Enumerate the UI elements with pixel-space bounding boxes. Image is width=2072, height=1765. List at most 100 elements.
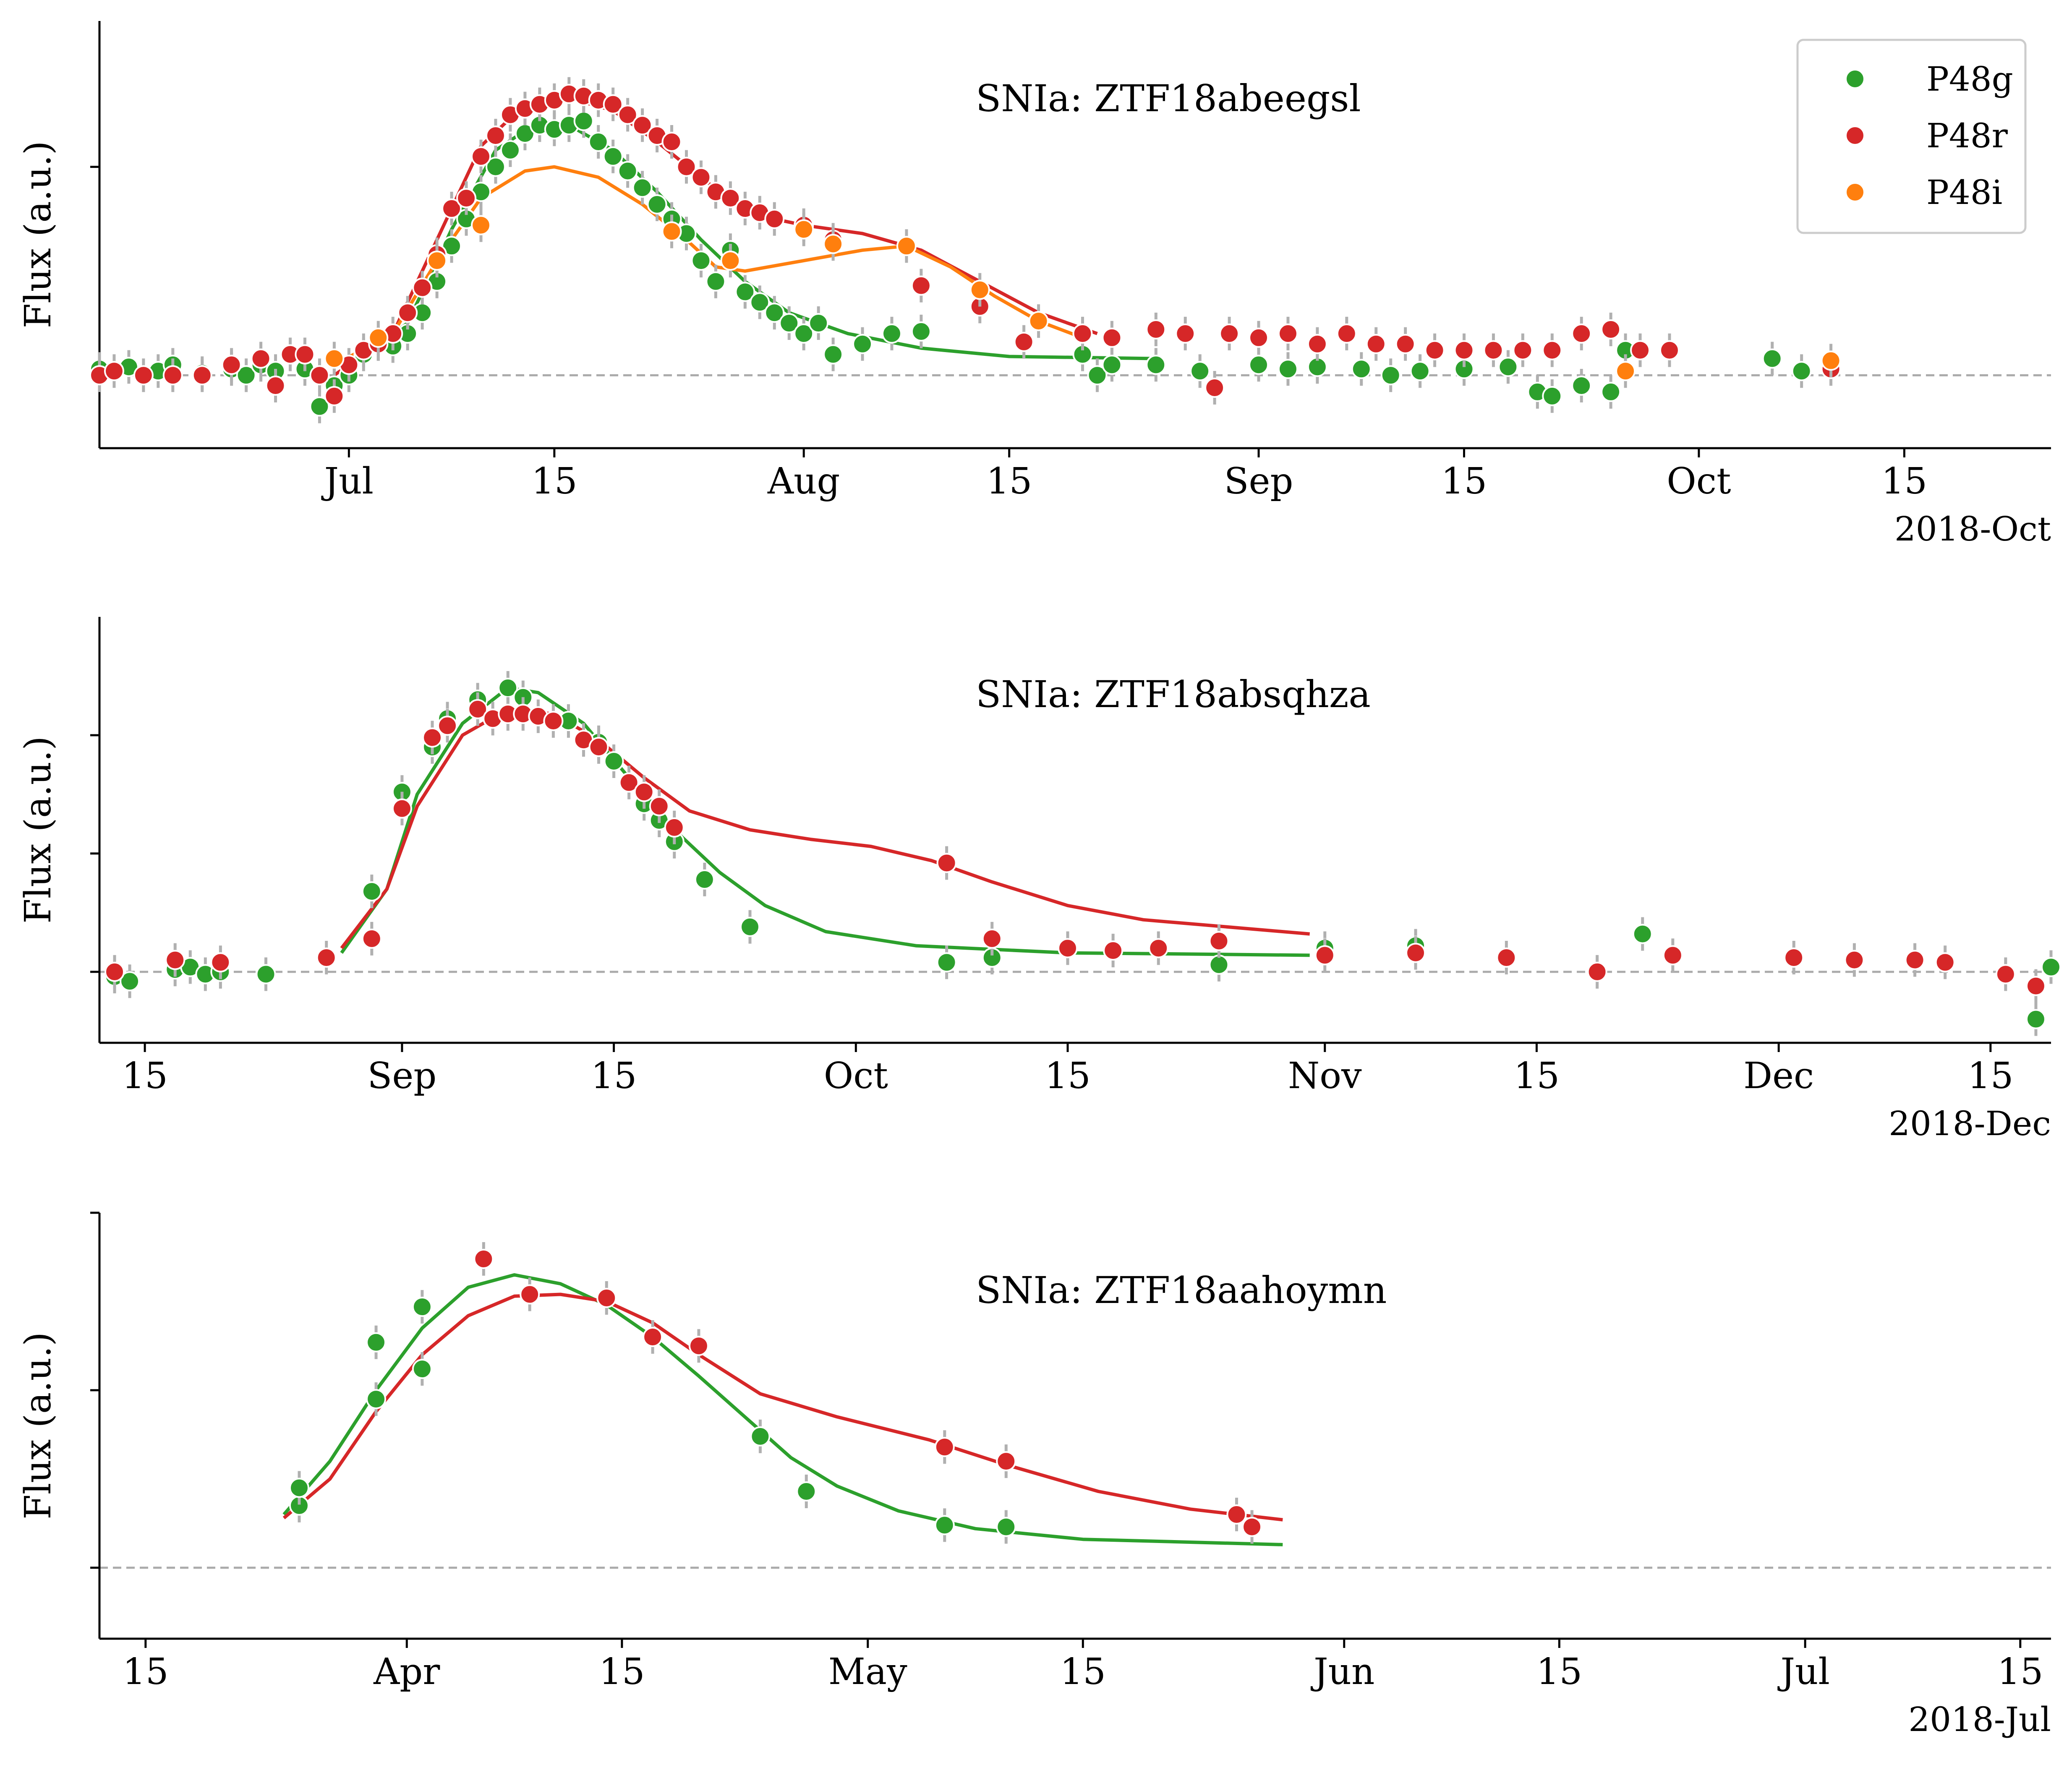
data-point-p48g: [1632, 924, 1653, 944]
data-point-p48r: [1844, 950, 1865, 970]
data-point-p48g: [823, 344, 844, 365]
legend-label: P48g: [1926, 60, 2013, 99]
data-point-p48g: [1791, 361, 1812, 381]
data-point-p48g: [289, 1478, 309, 1498]
data-point-p48r: [468, 699, 488, 719]
data-point-p48r: [221, 355, 242, 375]
data-point-p48r: [632, 115, 653, 136]
data-point-p48r: [210, 952, 231, 973]
data-point-p48r: [1662, 945, 1683, 966]
data-point-p48r: [1014, 332, 1034, 352]
data-point-p48g: [647, 194, 667, 214]
data-point-p48g: [705, 271, 726, 292]
data-point-p48r: [456, 188, 477, 209]
data-point-p48r: [1784, 948, 1804, 968]
data-point-p48r: [309, 365, 330, 386]
series-p48g: [289, 1290, 1016, 1544]
x-tick-label: 15: [1514, 1055, 1560, 1097]
data-point-p48r: [1209, 931, 1229, 951]
x-tick-label: Sep: [367, 1055, 436, 1097]
data-point-p48r: [324, 386, 345, 406]
data-point-p48g: [1102, 355, 1122, 375]
data-point-p48r: [412, 277, 433, 298]
data-point-p48r: [676, 157, 697, 177]
data-point-p48r: [1630, 340, 1651, 360]
data-point-p48g: [1351, 359, 1372, 379]
y-axis-label: Flux (a.u.): [17, 141, 59, 329]
data-point-p48r: [982, 928, 1002, 949]
data-point-p48r: [1424, 340, 1445, 360]
x-tick-label: Sep: [1224, 460, 1293, 502]
x-tick-label: 15: [1997, 1651, 2043, 1693]
data-point-p48r: [603, 94, 623, 115]
data-point-p48r: [664, 817, 685, 838]
data-point-p48i: [1615, 361, 1636, 381]
data-point-p48r: [1146, 319, 1166, 339]
data-point-p48g: [1190, 361, 1210, 381]
data-point-p48r: [634, 782, 654, 802]
data-point-p48r: [1406, 943, 1426, 963]
fit-curve-p48r: [282, 1292, 1283, 1522]
data-point-p48i: [1821, 350, 1841, 371]
data-point-p48r: [1175, 323, 1196, 344]
data-point-p48r: [1601, 319, 1621, 339]
data-point-p48r: [485, 125, 506, 146]
chart-panel-3: 15 Apr 15 May 15 Jun 15 Jul 15 2018-Jul Flux (a.u.…: [17, 1211, 2051, 1739]
data-point-p48r: [720, 188, 741, 209]
data-point-p48g: [1601, 381, 1621, 402]
data-point-p48g: [366, 1389, 387, 1410]
data-point-p48i: [1028, 311, 1049, 332]
x-tick-label: May: [828, 1651, 907, 1693]
x-tick-label: Oct: [1667, 460, 1731, 502]
x-tick-label: Jul: [1777, 1651, 1829, 1693]
x-tick-label: 15: [599, 1651, 645, 1693]
data-point-p48r: [543, 711, 564, 731]
data-point-p48r: [1057, 938, 1078, 958]
x-tick-label: 15: [531, 460, 577, 502]
x-tick-label: 15: [1045, 1055, 1090, 1097]
data-point-p48g: [2025, 1009, 2046, 1029]
legend-marker-p48g: [1845, 69, 1865, 89]
data-point-p48r: [1219, 323, 1240, 344]
x-tick-label: 15: [1881, 460, 1927, 502]
chart-title: SNIa: ZTF18abeegsl: [976, 77, 1361, 120]
data-point-p48g: [604, 751, 624, 771]
data-point-p48r: [764, 209, 785, 229]
data-point-p48g: [996, 1517, 1016, 1537]
data-point-p48g: [412, 1359, 432, 1379]
data-point-p48r: [588, 737, 609, 757]
x-tick-label: 15: [1441, 460, 1487, 502]
x-tick-label: Aug: [767, 460, 840, 502]
x-tick-label: Oct: [824, 1055, 888, 1097]
data-point-p48g: [309, 396, 330, 417]
data-point-p48g: [1410, 361, 1430, 381]
data-point-p48r: [1496, 948, 1517, 968]
data-point-p48r: [1905, 950, 1925, 970]
data-point-p48r: [1336, 323, 1357, 344]
legend: P48g P48r P48i: [1796, 39, 2027, 234]
data-point-p48r: [105, 961, 125, 982]
x-tick-label: Jul: [321, 460, 374, 502]
data-point-p48r: [1995, 964, 2016, 984]
data-point-p48r: [437, 715, 458, 736]
x-tick-label: Dec: [1743, 1055, 1814, 1097]
data-point-p48r: [392, 798, 412, 819]
data-point-p48g: [796, 1481, 817, 1501]
data-point-p48g: [588, 132, 609, 152]
x-tick-label: Jun: [1310, 1651, 1374, 1693]
chart-title: SNIa: ZTF18aahoymn: [976, 1269, 1387, 1312]
data-point-p48r: [265, 376, 286, 396]
data-point-p48g: [617, 161, 638, 181]
data-point-p48g: [779, 313, 800, 334]
series-p48r: [89, 77, 1841, 413]
data-point-p48g: [911, 321, 931, 342]
legend-label: P48r: [1926, 116, 2008, 155]
data-point-p48r: [1205, 377, 1225, 398]
data-point-p48r: [316, 948, 337, 968]
series-p48r: [473, 1242, 1262, 1544]
y-axis-label: Flux (a.u.): [17, 736, 59, 924]
data-point-p48g: [573, 111, 594, 131]
data-point-p48i: [969, 279, 990, 300]
data-point-p48r: [2025, 976, 2046, 996]
